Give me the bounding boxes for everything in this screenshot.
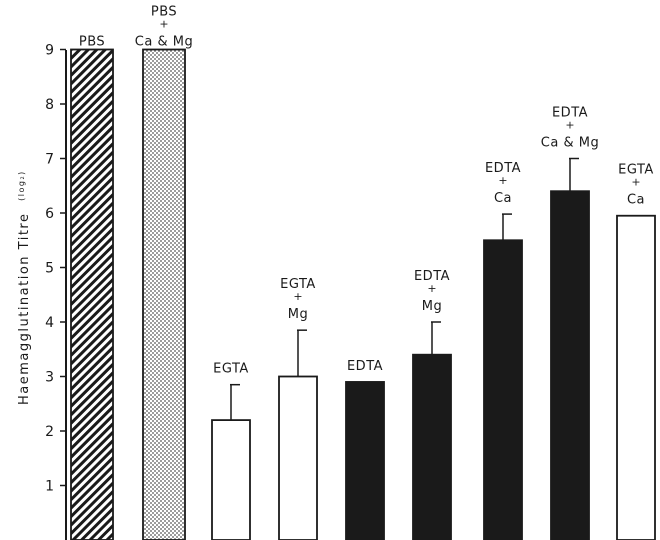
bar	[483, 239, 523, 540]
bar-label-line: EDTA	[414, 269, 450, 284]
bar-label-line: EGTA	[280, 277, 316, 292]
bar	[278, 375, 318, 540]
bar-label-line: PBS	[151, 5, 177, 20]
y-tick-label: 6	[45, 206, 54, 222]
y-tick-label: 9	[45, 43, 54, 59]
bar	[70, 48, 114, 540]
bar	[616, 214, 656, 540]
bar-label-line: Mg	[422, 299, 442, 314]
y-tick-label: 1	[45, 479, 54, 495]
bar-label-line: Ca	[627, 193, 645, 208]
bar	[550, 190, 590, 540]
bar-label-line: Mg	[288, 307, 308, 322]
bar-label-line: EGTA	[213, 362, 249, 377]
bar-label-line: +	[565, 119, 574, 132]
bar-label-line: +	[427, 282, 436, 295]
y-axis-ticks: 1 2 3 4 5 6 7 8 9	[45, 43, 66, 495]
bar-label-line: EDTA	[485, 161, 521, 176]
bar-label-line: Ca & Mg	[541, 136, 599, 151]
y-axis-label-text: Haemagglutination Titre	[17, 213, 32, 405]
y-axis-label: Haemagglutination Titre (log₂)	[17, 170, 32, 405]
bar-label-line: EGTA	[618, 163, 654, 178]
bar-label-line: PBS	[79, 35, 105, 50]
y-tick-label: 4	[45, 315, 54, 331]
bar-label-line: Ca	[494, 191, 512, 206]
bar-label-line: +	[159, 18, 168, 31]
bar	[412, 353, 452, 540]
bar-label-line: EDTA	[552, 106, 588, 121]
y-tick-label: 2	[45, 424, 54, 440]
bar-label-line: +	[498, 174, 507, 187]
bar-label-line: EDTA	[347, 359, 383, 374]
y-tick-label: 7	[45, 152, 54, 168]
y-tick-label: 3	[45, 370, 54, 386]
bar	[345, 381, 385, 540]
bar-label-line: +	[631, 176, 640, 189]
y-axis-label-unit: (log₂)	[17, 170, 26, 201]
bars-group	[70, 48, 656, 540]
bar-label-line: +	[293, 290, 302, 303]
y-tick-label: 5	[45, 261, 54, 277]
bar	[142, 48, 186, 540]
bar	[211, 419, 251, 540]
y-tick-label: 8	[45, 97, 54, 113]
bar-label-line: Ca & Mg	[135, 35, 193, 50]
error-bars-group	[230, 157, 579, 421]
